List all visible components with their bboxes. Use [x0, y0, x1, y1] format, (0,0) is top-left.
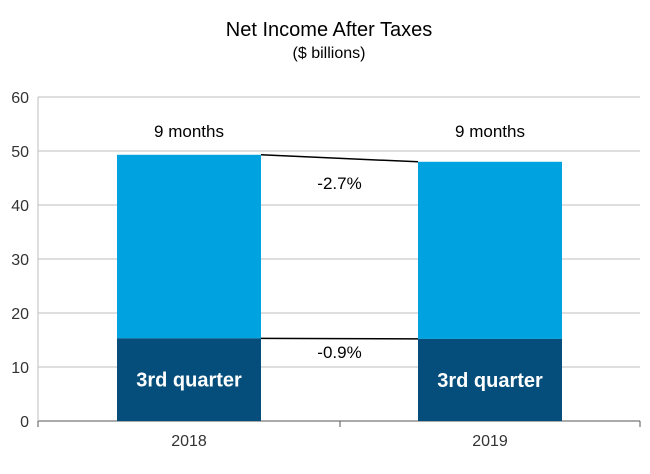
y-tick-label-50: 50 — [11, 144, 29, 161]
labels: 3rd quarter 9 months 2018 3rd quarter 9 mont… — [136, 122, 543, 450]
connector-3rd-quarter — [260, 337, 419, 340]
y-tick-label-30: 30 — [11, 252, 29, 269]
bar-9-months-2019 — [418, 161, 562, 339]
bar-9-months-2018 — [117, 154, 261, 339]
connector-9-months — [260, 154, 419, 163]
x-tick-label-2018: 2018 — [171, 433, 207, 450]
chart-title: Net Income After Taxes — [226, 19, 432, 41]
bar-label-9-months-2018: 9 months — [154, 122, 224, 141]
y-tick-label-0: 0 — [20, 414, 29, 431]
y-axis: 0 10 20 30 40 50 60 — [11, 90, 29, 431]
bar-label-3rd-quarter-2019: 3rd quarter — [437, 370, 543, 392]
y-tick-label-60: 60 — [11, 90, 29, 107]
chart-subtitle: ($ billions) — [293, 45, 366, 62]
y-tick-label-10: 10 — [11, 360, 29, 377]
y-tick-label-40: 40 — [11, 198, 29, 215]
bars — [117, 154, 562, 421]
change-label-9-months: -2.7% — [317, 174, 361, 193]
x-tick-label-2019: 2019 — [472, 433, 508, 450]
bar-3rd-quarter-2019 — [418, 338, 562, 421]
y-tick-label-20: 20 — [11, 306, 29, 323]
bar-label-9-months-2019: 9 months — [455, 122, 525, 141]
change-label-3rd-quarter: -0.9% — [317, 343, 361, 362]
bar-label-3rd-quarter-2018: 3rd quarter — [136, 370, 242, 392]
bar-3rd-quarter-2018 — [117, 338, 261, 421]
